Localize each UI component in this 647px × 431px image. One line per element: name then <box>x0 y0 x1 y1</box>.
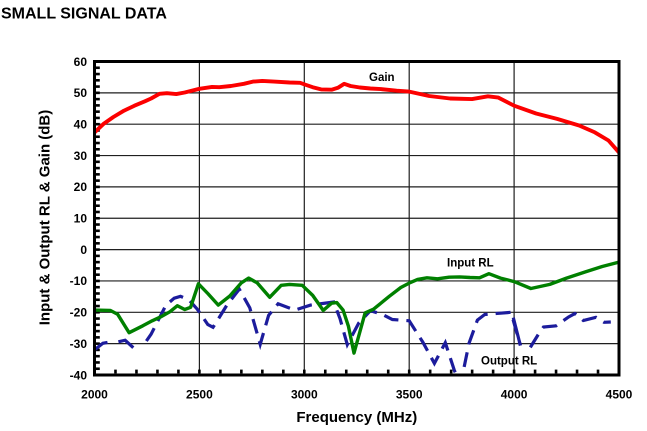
svg-text:4000: 4000 <box>501 387 528 401</box>
svg-text:-40: -40 <box>70 368 88 382</box>
svg-text:2500: 2500 <box>186 387 213 401</box>
svg-text:SMALL SIGNAL DATA: SMALL SIGNAL DATA <box>1 6 167 23</box>
svg-text:40: 40 <box>74 118 88 132</box>
svg-text:Input & Output RL & Gain (dB): Input & Output RL & Gain (dB) <box>37 110 54 326</box>
svg-text:-10: -10 <box>70 274 88 288</box>
svg-text:-30: -30 <box>70 337 88 351</box>
svg-text:-20: -20 <box>70 306 88 320</box>
svg-text:Gain: Gain <box>369 72 395 84</box>
svg-text:60: 60 <box>74 55 88 69</box>
svg-text:Input RL: Input RL <box>447 258 494 270</box>
svg-text:3000: 3000 <box>291 387 318 401</box>
svg-text:Frequency (MHz): Frequency (MHz) <box>296 409 417 426</box>
svg-text:20: 20 <box>74 180 88 194</box>
svg-text:4500: 4500 <box>606 387 633 401</box>
svg-text:3500: 3500 <box>396 387 423 401</box>
svg-text:Output RL: Output RL <box>481 356 537 368</box>
svg-text:50: 50 <box>74 86 88 100</box>
svg-text:30: 30 <box>74 149 88 163</box>
svg-text:0: 0 <box>80 243 87 257</box>
svg-text:10: 10 <box>74 212 88 226</box>
svg-text:2000: 2000 <box>81 387 108 401</box>
